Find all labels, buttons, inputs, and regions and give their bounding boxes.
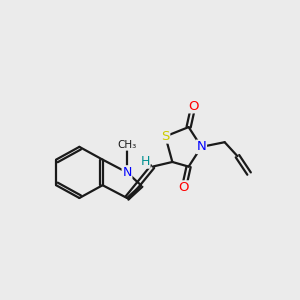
Text: O: O (188, 100, 199, 113)
Text: CH₃: CH₃ (117, 140, 136, 150)
Text: N: N (122, 166, 132, 179)
Text: S: S (161, 130, 170, 143)
Text: H: H (140, 155, 150, 168)
Text: O: O (179, 181, 189, 194)
Text: N: N (196, 140, 206, 153)
